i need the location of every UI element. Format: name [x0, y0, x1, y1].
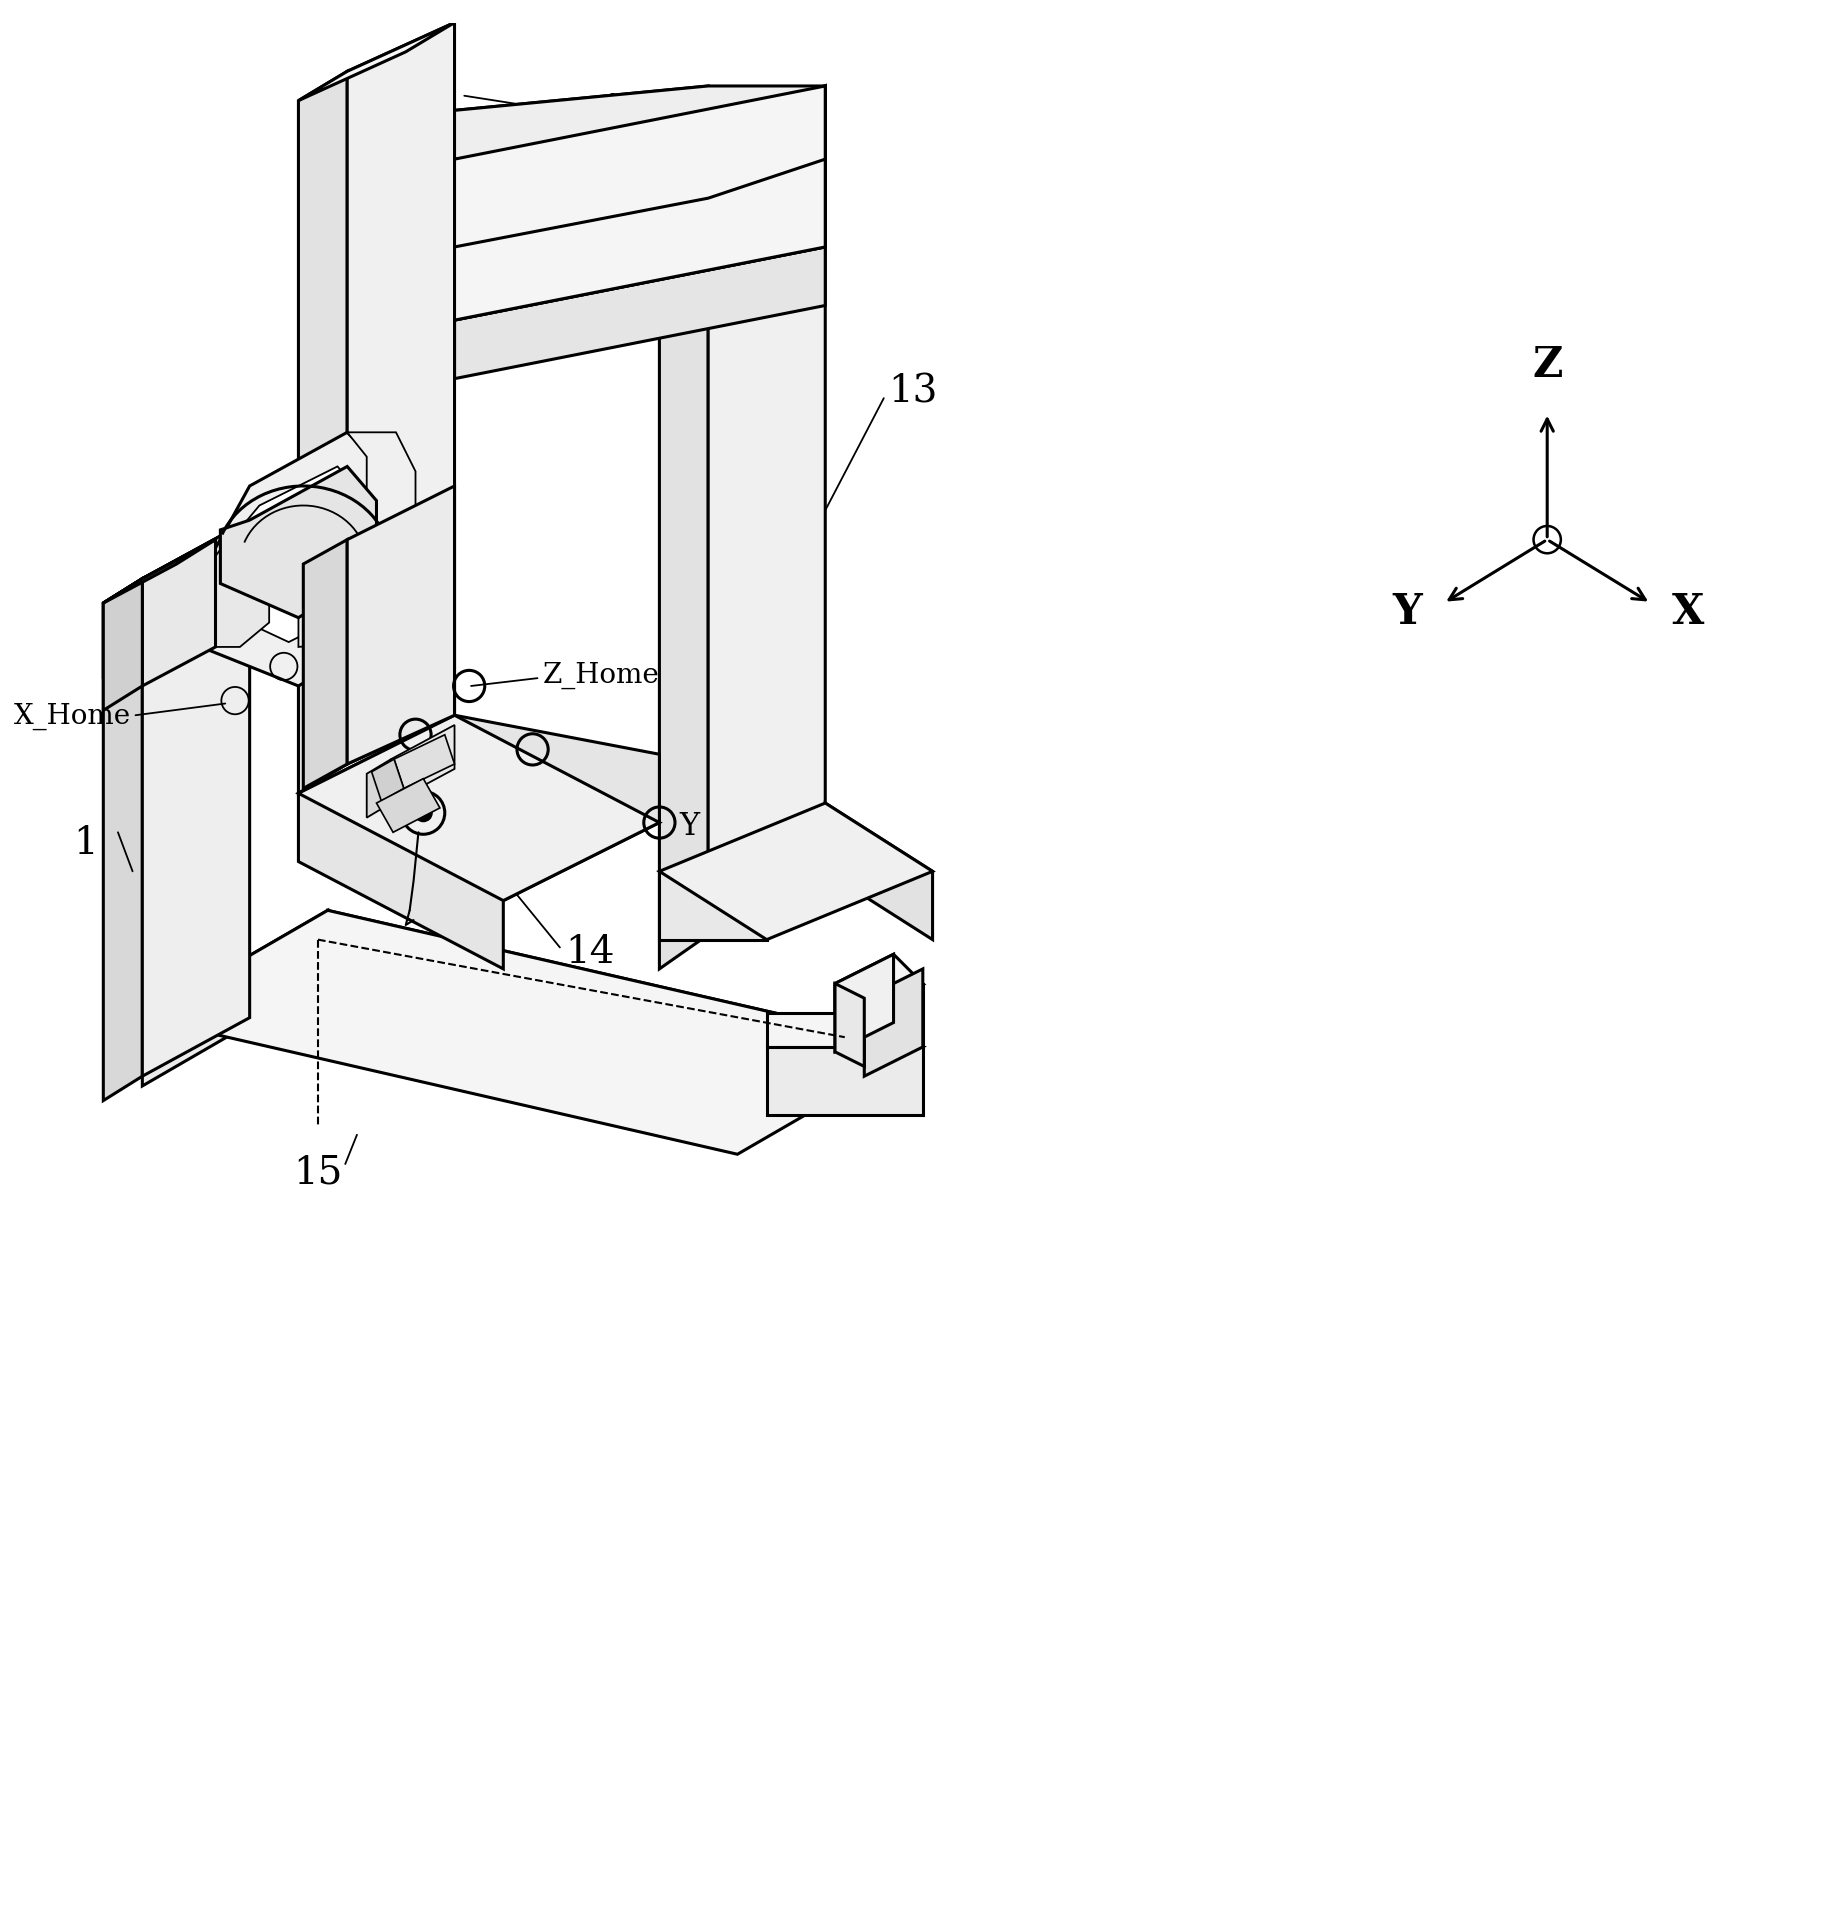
- Polygon shape: [196, 544, 270, 648]
- Polygon shape: [250, 540, 347, 643]
- Polygon shape: [299, 716, 659, 969]
- Text: X: X: [1672, 591, 1705, 633]
- Text: 13: 13: [888, 374, 938, 411]
- Polygon shape: [196, 432, 396, 687]
- Polygon shape: [328, 911, 923, 1116]
- Polygon shape: [220, 467, 376, 618]
- Polygon shape: [659, 803, 932, 940]
- Polygon shape: [455, 247, 826, 380]
- Text: 1: 1: [73, 824, 97, 861]
- Text: 14: 14: [565, 934, 615, 971]
- Text: Y: Y: [679, 811, 699, 841]
- Polygon shape: [835, 984, 864, 1067]
- Polygon shape: [864, 969, 923, 1077]
- Circle shape: [415, 805, 431, 822]
- Polygon shape: [347, 23, 455, 764]
- Polygon shape: [391, 726, 455, 803]
- Polygon shape: [299, 71, 347, 793]
- Polygon shape: [103, 521, 250, 604]
- Polygon shape: [299, 716, 659, 901]
- Polygon shape: [659, 87, 826, 185]
- Text: Z: Z: [1532, 344, 1562, 386]
- Polygon shape: [455, 87, 826, 247]
- Polygon shape: [299, 432, 415, 648]
- Polygon shape: [835, 955, 894, 1052]
- Polygon shape: [103, 579, 143, 677]
- Text: Y: Y: [1393, 591, 1422, 633]
- Polygon shape: [143, 911, 923, 1154]
- Polygon shape: [376, 780, 440, 834]
- Text: Z_Home: Z_Home: [543, 662, 659, 689]
- Polygon shape: [103, 579, 143, 710]
- Text: R: R: [552, 737, 574, 768]
- Polygon shape: [367, 760, 391, 818]
- Polygon shape: [143, 911, 328, 1087]
- Polygon shape: [659, 872, 767, 940]
- Text: Z: Z: [367, 728, 389, 758]
- Polygon shape: [826, 803, 932, 940]
- Polygon shape: [455, 87, 826, 160]
- Polygon shape: [347, 486, 455, 764]
- Polygon shape: [143, 521, 250, 652]
- Polygon shape: [299, 23, 455, 102]
- Polygon shape: [835, 955, 923, 1013]
- Polygon shape: [211, 467, 376, 643]
- Polygon shape: [103, 540, 215, 604]
- Polygon shape: [395, 735, 455, 789]
- Polygon shape: [455, 87, 826, 320]
- Polygon shape: [659, 151, 708, 969]
- Text: H: H: [363, 766, 389, 797]
- Polygon shape: [250, 467, 347, 594]
- Text: 15: 15: [294, 1154, 343, 1191]
- Polygon shape: [143, 540, 215, 687]
- Polygon shape: [303, 540, 347, 789]
- Polygon shape: [373, 760, 404, 801]
- Polygon shape: [767, 1048, 923, 1116]
- Polygon shape: [103, 579, 143, 1100]
- Polygon shape: [767, 984, 923, 1048]
- Polygon shape: [708, 87, 826, 936]
- Polygon shape: [455, 87, 708, 160]
- Polygon shape: [455, 87, 826, 320]
- Polygon shape: [143, 521, 250, 1077]
- Text: 12: 12: [598, 93, 648, 129]
- Text: 11: 11: [457, 845, 506, 882]
- Text: X_Home: X_Home: [13, 703, 130, 730]
